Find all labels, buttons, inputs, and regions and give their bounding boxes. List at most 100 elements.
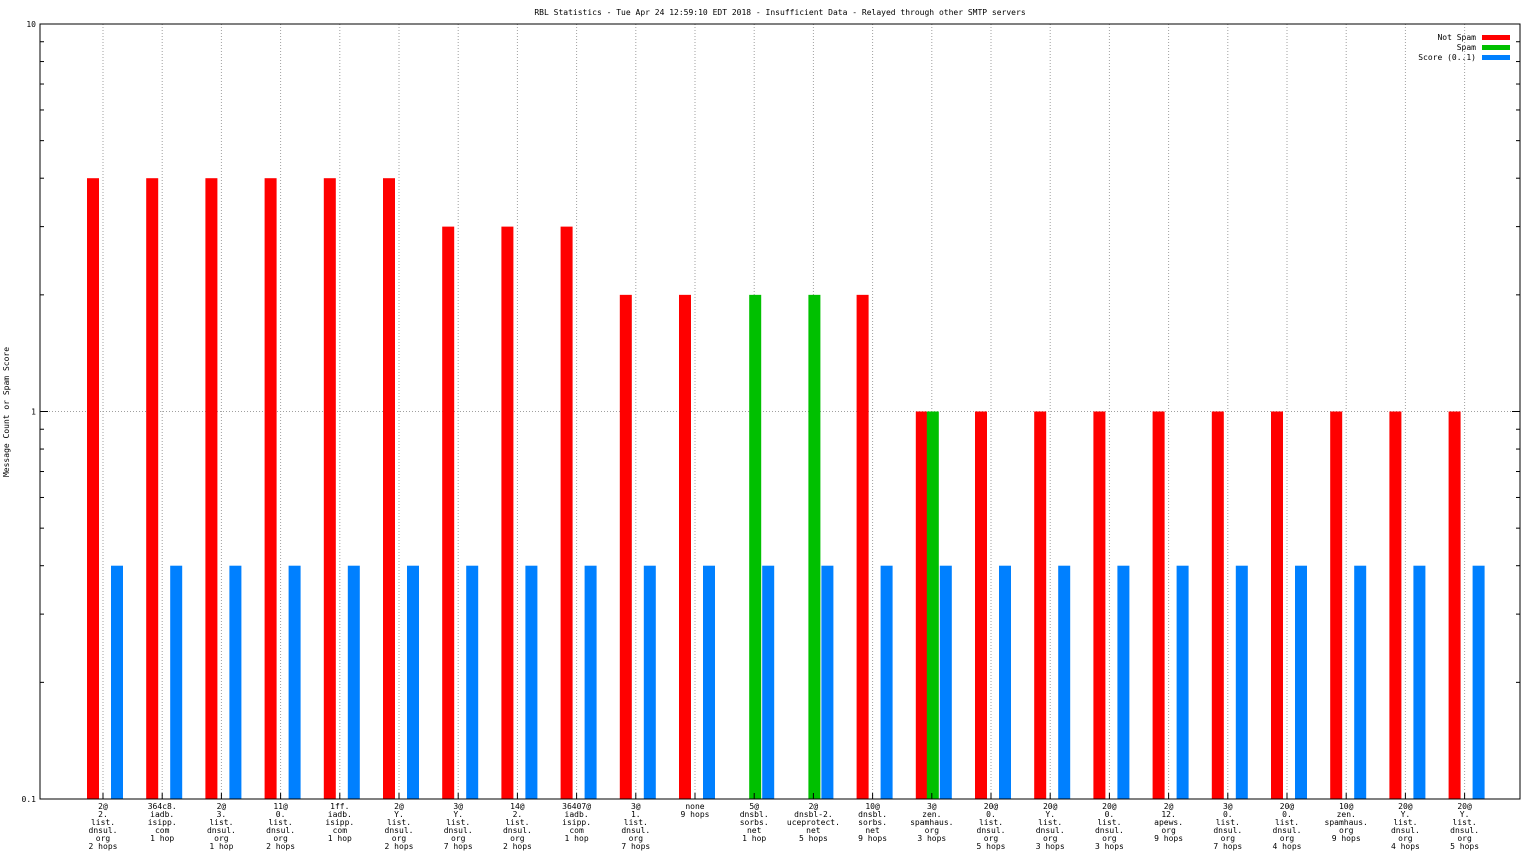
x-tick-label-line: dnsul.: [1273, 826, 1302, 835]
bar-not-spam-4: [323, 178, 336, 799]
x-tick-label-line: 10@: [1339, 802, 1354, 811]
x-tick-label-line: spamhaus.: [910, 818, 953, 827]
bar-not-spam-2: [205, 178, 218, 799]
x-tick-label-line: 20@: [1457, 802, 1472, 811]
bar-not-spam-13: [856, 294, 869, 799]
x-tick-label-line: com: [569, 826, 584, 835]
bar-not-spam-10: [679, 294, 691, 799]
x-tick-label-line: org: [629, 834, 644, 843]
x-tick-label-line: 20@: [1102, 802, 1117, 811]
x-tick-label-line: org: [392, 834, 407, 843]
legend-swatch: [1482, 35, 1510, 40]
x-tick-label-line: com: [155, 826, 170, 835]
x-tick-label-line: 0.: [1282, 810, 1292, 819]
x-tick-label-line: 2 hops: [503, 842, 532, 851]
bar-not-spam-18: [1152, 411, 1165, 799]
x-tick-label-line: list.: [91, 818, 115, 827]
x-tick-label-line: 0.: [1105, 810, 1115, 819]
bar-not-spam-19: [1211, 411, 1224, 799]
x-tick-label-line: 2 hops: [89, 842, 118, 851]
x-tick-label-line: org: [96, 834, 111, 843]
x-tick-label-line: 3 hops: [1095, 842, 1124, 851]
x-tick-label-line: net: [806, 826, 821, 835]
x-tick-label-line: 1.: [631, 810, 641, 819]
bar-score-0-1-20: [1295, 565, 1307, 799]
x-tick-label-line: 10@: [865, 802, 880, 811]
x-tick-label-line: 1 hop: [742, 834, 766, 843]
x-tick-label-line: dnsul.: [1450, 826, 1479, 835]
legend-swatch: [1482, 45, 1510, 50]
x-tick-label-line: net: [865, 826, 880, 835]
x-tick-label-line: list.: [269, 818, 293, 827]
x-tick-label-line: zen.: [922, 810, 941, 819]
x-tick-label-line: 1 hop: [565, 834, 589, 843]
x-tick-label-line: iadb.: [328, 810, 352, 819]
bar-not-spam-1: [146, 178, 159, 799]
x-tick-label-line: 9 hops: [858, 834, 887, 843]
x-tick-label-line: org: [214, 834, 229, 843]
x-tick-label-line: 11@: [273, 802, 288, 811]
bar-score-0-1-21: [1354, 565, 1367, 799]
x-tick-label-line: list.: [1275, 818, 1299, 827]
x-tick-label-line: list.: [1038, 818, 1062, 827]
bar-score-0-1-19: [1235, 565, 1248, 799]
x-tick-label-line: org: [984, 834, 999, 843]
bar-not-spam-21: [1330, 411, 1343, 799]
bar-not-spam-7: [501, 226, 514, 800]
x-tick-label-line: org: [1102, 834, 1117, 843]
x-tick-label-line: 3@: [1223, 802, 1233, 811]
x-tick-label-line: 9 hops: [1154, 834, 1183, 843]
x-tick-label-line: org: [1043, 834, 1058, 843]
x-tick-label-line: Y.: [1045, 810, 1055, 819]
x-tick-label-line: org: [1280, 834, 1295, 843]
bar-score-0-1-0: [111, 565, 123, 799]
x-tick-label-line: 5 hops: [799, 834, 828, 843]
bar-spam-11: [749, 294, 762, 799]
x-tick-label-line: 7 hops: [621, 842, 650, 851]
x-tick-label-line: 2@: [98, 802, 108, 811]
bar-spam-14: [926, 411, 939, 799]
x-tick-label-line: 20@: [1398, 802, 1413, 811]
x-tick-label-line: isipp.: [562, 818, 591, 827]
x-tick-label-line: 4 hops: [1391, 842, 1420, 851]
x-tick-label-line: 1 hop: [328, 834, 352, 843]
legend-label: Not Spam: [1437, 33, 1476, 42]
bar-score-0-1-9: [643, 565, 656, 799]
x-tick-label-line: dnsul.: [1036, 826, 1065, 835]
x-tick-label-line: org: [1161, 826, 1176, 835]
chart-title: RBL Statistics - Tue Apr 24 12:59:10 EDT…: [534, 8, 1025, 17]
x-tick-label-line: 2@: [1164, 802, 1174, 811]
bar-not-spam-15: [975, 411, 987, 799]
x-tick-label-line: 0.: [986, 810, 996, 819]
x-tick-label-line: 2.: [513, 810, 523, 819]
legend-swatch: [1482, 55, 1510, 60]
x-tick-label-line: 20@: [1280, 802, 1295, 811]
x-tick-label-line: 5 hops: [977, 842, 1006, 851]
x-tick-label-line: 2 hops: [266, 842, 295, 851]
x-tick-label-line: none: [685, 802, 704, 811]
legend-entry: Spam: [1457, 43, 1510, 52]
x-tick-label-line: list.: [1216, 818, 1240, 827]
x-tick-label-line: 2@: [394, 802, 404, 811]
x-tick-label-line: org: [925, 826, 940, 835]
x-tick-label-line: dnsul.: [621, 826, 650, 835]
bar-not-spam-9: [619, 294, 632, 799]
bar-score-0-1-11: [762, 565, 775, 799]
y-tick-label: 0.1: [22, 795, 37, 804]
